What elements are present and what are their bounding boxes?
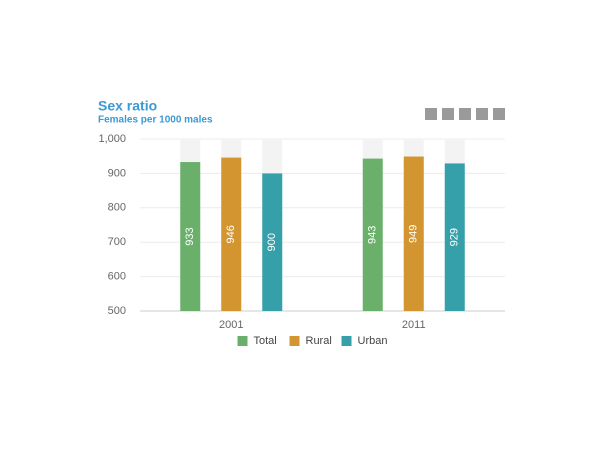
share-icon[interactable] xyxy=(493,108,505,120)
data-label: 949 xyxy=(408,225,420,243)
bar xyxy=(403,156,424,311)
x-tick-label: 2011 xyxy=(402,319,426,331)
legend-marker xyxy=(341,336,352,346)
y-tick-label: 800 xyxy=(108,202,126,214)
x-tick-label: 2001 xyxy=(219,319,243,331)
legend-label: Urban xyxy=(358,335,388,347)
edit-icon[interactable] xyxy=(459,108,471,120)
bar xyxy=(444,163,465,311)
print-icon[interactable] xyxy=(476,108,488,120)
chart-subtitle: Females per 1000 males xyxy=(98,115,213,126)
bar xyxy=(180,162,201,311)
chart-title: Sex ratio xyxy=(98,98,157,114)
data-label: 933 xyxy=(184,227,196,245)
info-icon[interactable] xyxy=(425,108,437,120)
data-label: 943 xyxy=(367,226,379,244)
toolbar xyxy=(425,108,505,120)
legend-label: Rural xyxy=(306,335,332,347)
y-tick-label: 700 xyxy=(108,236,126,248)
y-tick-label: 900 xyxy=(108,167,126,179)
y-tick-label: 1,000 xyxy=(98,133,126,145)
data-label: 900 xyxy=(266,233,278,251)
bar xyxy=(262,173,283,311)
table-icon[interactable] xyxy=(442,108,454,120)
bar xyxy=(221,157,242,311)
data-label: 946 xyxy=(225,225,237,243)
legend-label: Total xyxy=(254,335,277,347)
legend-marker xyxy=(237,336,248,346)
legend-marker xyxy=(289,336,300,346)
data-label: 929 xyxy=(449,228,461,246)
bar xyxy=(362,158,383,311)
y-tick-label: 500 xyxy=(108,305,126,317)
y-tick-label: 600 xyxy=(108,271,126,283)
